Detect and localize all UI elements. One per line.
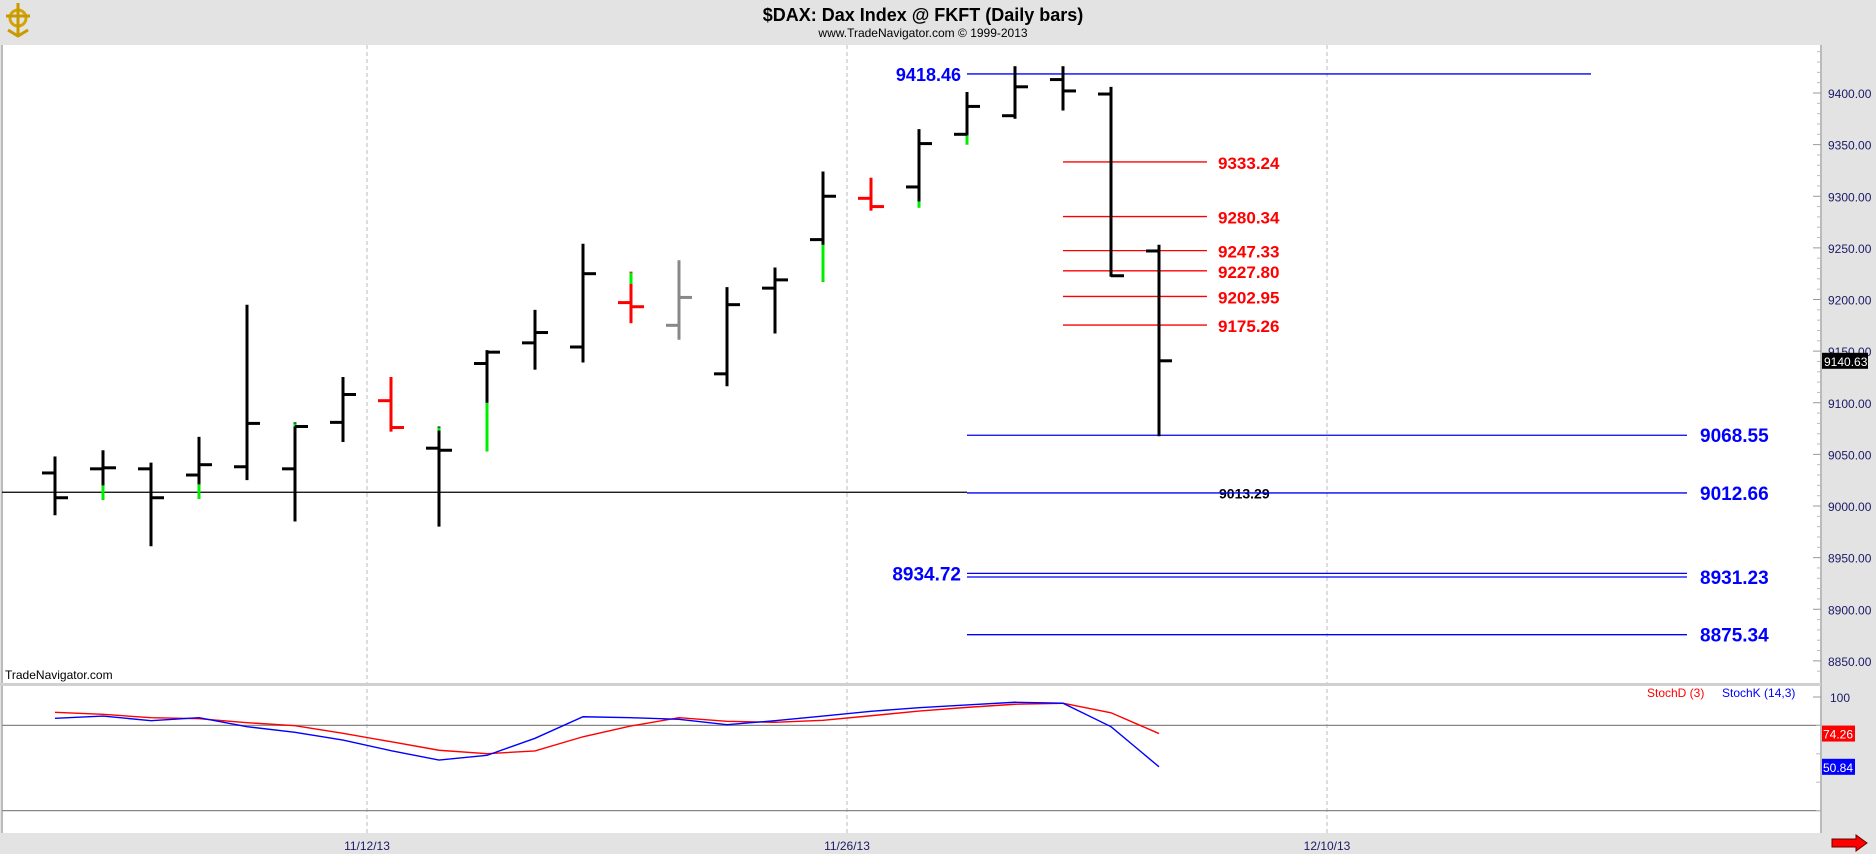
ohlc-bar	[666, 260, 692, 340]
ohlc-bar	[90, 450, 116, 500]
price-tick-label: 9050.00	[1828, 448, 1872, 462]
price-tick-label: 9250.00	[1828, 242, 1872, 256]
ohlc-bar	[570, 243, 596, 363]
scroll-right-arrow-icon[interactable]	[1831, 834, 1868, 852]
price-tick-label: 9400.00	[1828, 87, 1872, 101]
price-tick-label: 8950.00	[1828, 552, 1872, 566]
last-price-tag	[1822, 352, 1868, 369]
ohlc-bar	[1098, 86, 1124, 278]
ohlc-bar	[1002, 66, 1028, 119]
watermark-text: TradeNavigator.com	[5, 668, 113, 682]
ohlc-bar	[1050, 66, 1076, 111]
level-label: 8931.23	[1700, 568, 1769, 589]
pane-divider	[0, 683, 1821, 686]
ohlc-bar	[186, 436, 212, 499]
ohlc-bar	[282, 422, 308, 522]
ohlc-bar	[954, 92, 980, 145]
stoch-d-value: 74.26	[1823, 728, 1853, 742]
logo-anchor	[6, 3, 30, 38]
stoch-tick-label: 100	[1830, 691, 1850, 705]
ohlc-bar	[42, 456, 68, 516]
level-label: 9202.95	[1218, 288, 1279, 307]
ohlc-bar	[138, 462, 164, 547]
stoch-k-legend: StochK (14,3)	[1722, 686, 1795, 700]
price-tick-label: 9100.00	[1828, 397, 1872, 411]
ohlc-bar	[714, 287, 740, 387]
level-label: 9280.34	[1218, 209, 1280, 228]
price-tick-label: 9200.00	[1828, 294, 1872, 308]
level-label: 9175.26	[1218, 317, 1279, 336]
level-label: 8875.34	[1700, 626, 1769, 647]
ohlc-bar	[330, 376, 356, 442]
date-tick-label: 12/10/13	[1304, 839, 1351, 853]
ohlc-bar	[762, 267, 788, 334]
level-label: 9227.80	[1218, 263, 1279, 282]
ohlc-bar	[474, 350, 500, 452]
ohlc-bar	[906, 129, 932, 208]
price-tick-label: 9300.00	[1828, 190, 1872, 204]
stoch-d-line	[54, 702, 1160, 755]
stoch-k-value-tag	[1822, 758, 1855, 775]
stoch-d-legend: StochD (3)	[1647, 686, 1704, 700]
level-label: 9247.33	[1218, 243, 1279, 262]
price-tick-label: 8900.00	[1828, 603, 1872, 617]
level-label: 9418.46	[896, 65, 961, 85]
price-tick-label: 9000.00	[1828, 500, 1872, 514]
chart-subtitle: www.TradeNavigator.com © 1999-2013	[817, 26, 1027, 40]
level-label: 9012.66	[1700, 484, 1769, 505]
ohlc-bar	[618, 271, 644, 324]
ohlc-bar	[1146, 244, 1172, 437]
level-label: 8934.72	[892, 564, 961, 585]
trade-navigator-logo-icon	[6, 3, 30, 38]
ohlc-bar	[522, 309, 548, 370]
stochastic-pane	[2, 686, 1821, 833]
stoch-k-value: 50.84	[1823, 761, 1853, 775]
stoch-d-value-tag	[1822, 725, 1855, 742]
chart-title: $DAX: Dax Index @ FKFT (Daily bars)	[763, 5, 1084, 25]
ohlc-bar	[426, 426, 452, 527]
ohlc-bar	[378, 376, 404, 432]
ohlc-bar	[858, 177, 884, 211]
date-tick-label: 11/12/13	[344, 839, 390, 853]
level-label: 9333.24	[1218, 154, 1280, 173]
stoch-k-line	[54, 701, 1160, 768]
price-tick-label: 8850.00	[1828, 655, 1872, 669]
price-tick-label: 9350.00	[1828, 139, 1872, 153]
ohlc-bar	[234, 304, 260, 481]
date-tick-label: 11/26/13	[824, 839, 870, 853]
last-price-label: 9140.63	[1824, 355, 1868, 369]
level-label: 9068.55	[1700, 426, 1769, 447]
price-pane	[2, 45, 1821, 683]
ohlc-bar	[810, 171, 836, 282]
